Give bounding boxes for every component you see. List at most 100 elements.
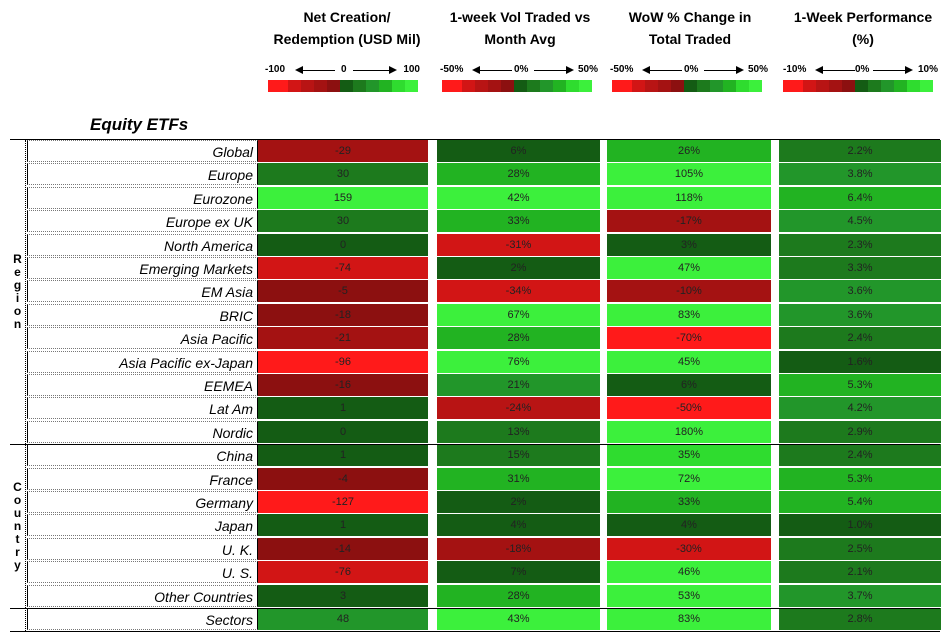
legend-swatch <box>645 80 658 92</box>
heatmap-cell: 2% <box>437 257 600 279</box>
scale-vol-traded: -50% 0% 50% <box>440 64 598 75</box>
heatmap-cell: -21 <box>258 327 428 350</box>
legend-swatch <box>907 80 920 92</box>
legend-swatch <box>842 80 855 92</box>
heatmap-cell: 2.4% <box>779 327 941 350</box>
heatmap-cell: 53% <box>607 584 771 607</box>
legend-bar-vol-traded <box>442 80 592 92</box>
heatmap-cell: -17% <box>607 210 771 233</box>
row-label: Europe <box>27 163 258 186</box>
heatmap-cell: 2.1% <box>779 561 941 584</box>
row-label: Other Countries <box>27 584 258 607</box>
heatmap-cell: 76% <box>437 350 600 373</box>
heatmap-cell: 15% <box>437 444 600 467</box>
legend-swatch <box>723 80 736 92</box>
heatmap-cell: 4.5% <box>779 210 941 233</box>
legend-swatch <box>749 80 762 92</box>
heatmap-cell: 83% <box>607 303 771 326</box>
legend-swatch <box>353 80 366 92</box>
scale-performance: -10% 0% 10% <box>783 64 938 75</box>
heatmap-cell: 30 <box>258 210 428 233</box>
heatmap-cell: -30% <box>607 537 771 560</box>
heatmap-cell: 3.6% <box>779 280 941 303</box>
legend-swatch <box>671 80 684 92</box>
legend-swatch <box>488 80 501 92</box>
legend-swatch <box>855 80 868 92</box>
heatmap-cell: 48 <box>258 608 428 630</box>
legend-swatch <box>366 80 379 92</box>
row-label: U. S. <box>27 561 258 584</box>
row-label: BRIC <box>27 303 258 326</box>
legend-swatch <box>632 80 645 92</box>
heatmap-cell: 67% <box>437 303 600 326</box>
heatmap-cell: 45% <box>607 350 771 373</box>
heatmap-cell: 1 <box>258 397 428 420</box>
heatmap-cell: 13% <box>437 420 600 443</box>
scale-net-creation: -100 0 100 <box>265 64 420 75</box>
heatmap-cell: 5.3% <box>779 467 941 490</box>
row-label: U. K. <box>27 537 258 560</box>
heatmap-cell: -24% <box>437 397 600 420</box>
legend-bar-performance <box>783 80 933 92</box>
row-label: Emerging Markets <box>27 257 258 279</box>
legend-swatch <box>540 80 553 92</box>
legend-swatch <box>868 80 881 92</box>
col-header-vol-traded: 1-week Vol Traded vs Month Avg <box>449 9 591 47</box>
legend-swatch <box>288 80 301 92</box>
heatmap-cell: 0 <box>258 420 428 443</box>
heatmap-cell: -29 <box>258 140 428 162</box>
heatmap-cell: 1 <box>258 514 428 537</box>
heatmap-cell: 118% <box>607 186 771 209</box>
heatmap-cell: 2.2% <box>779 140 941 162</box>
heatmap-cell: 31% <box>437 467 600 490</box>
legend-swatch <box>816 80 829 92</box>
heatmap-cell: 4.2% <box>779 397 941 420</box>
legend-swatch <box>697 80 710 92</box>
heatmap-cell: 2.3% <box>779 233 941 256</box>
heatmap-cell: 3.7% <box>779 584 941 607</box>
heatmap-cell: 26% <box>607 140 771 162</box>
row-label: Lat Am <box>27 397 258 420</box>
heatmap-cell: -18% <box>437 537 600 560</box>
legend-swatch <box>379 80 392 92</box>
heatmap-cell: 28% <box>437 163 600 186</box>
table-top-border <box>10 139 940 140</box>
heatmap-cell: 2% <box>437 491 600 513</box>
heatmap-cell: 35% <box>607 444 771 467</box>
heatmap-cell: 6.4% <box>779 186 941 209</box>
row-label: Asia Pacific <box>27 327 258 350</box>
heatmap-cell: 5.3% <box>779 374 941 396</box>
legend-swatch <box>405 80 418 92</box>
heatmap-cell: 3.3% <box>779 257 941 279</box>
row-label: China <box>27 444 258 467</box>
heatmap-cell: -74 <box>258 257 428 279</box>
heatmap-cell: 72% <box>607 467 771 490</box>
heatmap-cell: 180% <box>607 420 771 443</box>
row-label: EM Asia <box>27 280 258 303</box>
heatmap-cell: 1.6% <box>779 350 941 373</box>
heatmap-cell: 42% <box>437 186 600 209</box>
legend-swatch <box>314 80 327 92</box>
legend-swatch <box>462 80 475 92</box>
row-label: Sectors <box>27 608 258 630</box>
row-label: France <box>27 467 258 490</box>
legend-bar-wow-change <box>612 80 762 92</box>
scale-wow-change: -50% 0% 50% <box>610 64 768 75</box>
legend-swatch <box>301 80 314 92</box>
chart-title: Equity ETFs <box>90 115 189 134</box>
group-separator <box>10 443 940 445</box>
legend-swatch <box>684 80 697 92</box>
legend-swatch <box>566 80 579 92</box>
heatmap-cell: 2.5% <box>779 537 941 560</box>
heatmap-cell: 30 <box>258 163 428 186</box>
legend-swatch <box>783 80 803 92</box>
heatmap-cell: 3.6% <box>779 303 941 326</box>
legend-swatch <box>829 80 842 92</box>
legend-swatch <box>658 80 671 92</box>
table-bottom-border <box>10 631 940 633</box>
heatmap-cell: -50% <box>607 397 771 420</box>
heatmap-cell: -18 <box>258 303 428 326</box>
legend-swatch <box>894 80 907 92</box>
heatmap-cell: 1.0% <box>779 514 941 537</box>
